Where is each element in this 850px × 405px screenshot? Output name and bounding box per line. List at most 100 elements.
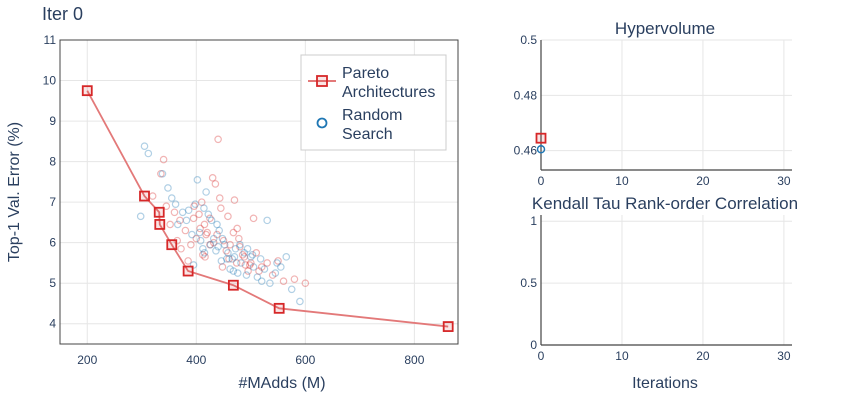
pareto-front-point bbox=[153, 206, 165, 218]
random-search-point bbox=[199, 244, 207, 253]
random-search-point bbox=[230, 253, 239, 261]
pareto-front-point bbox=[442, 321, 454, 332]
main-y-ticks: 4 5 6 7 8 9 10 11 bbox=[43, 33, 57, 331]
pareto-front-point bbox=[139, 190, 150, 202]
pareto-front-point bbox=[273, 302, 285, 314]
random-search-point bbox=[173, 220, 182, 229]
kendall-tau-x-tick-label: 0 bbox=[538, 349, 545, 363]
pareto-candidate-point bbox=[217, 204, 225, 213]
pareto-candidate-point bbox=[255, 267, 263, 275]
pareto-candidate-point bbox=[218, 263, 227, 271]
main-x-tick-label: 600 bbox=[295, 353, 315, 367]
hypervolume-title: Hypervolume bbox=[615, 19, 715, 38]
pareto-candidate-point bbox=[208, 174, 217, 182]
legend-pareto-label-line2: Architectures bbox=[342, 84, 435, 101]
pareto-candidate-point bbox=[157, 169, 165, 178]
kendall-tau-y-tick-label: 1 bbox=[530, 214, 537, 228]
main-y-tick-label: 4 bbox=[49, 317, 56, 331]
pareto-candidate-point bbox=[159, 155, 168, 164]
hypervolume-x-tick-label: 0 bbox=[538, 174, 545, 188]
random-search-point bbox=[202, 188, 210, 196]
pareto-candidate-point bbox=[200, 220, 209, 229]
pareto-candidate-point bbox=[195, 210, 203, 219]
pareto-candidate-point bbox=[190, 202, 198, 210]
pareto-candidate-point bbox=[219, 236, 228, 245]
pareto-candidate-point bbox=[229, 228, 238, 237]
random-search-point bbox=[218, 234, 227, 243]
main-y-tick-label: 6 bbox=[49, 236, 56, 250]
random-search-point bbox=[240, 249, 249, 257]
random-search-point bbox=[212, 246, 220, 255]
random-search-point bbox=[263, 216, 271, 225]
random-search-point bbox=[226, 265, 234, 273]
random-search-point bbox=[257, 277, 266, 285]
pareto-front-line bbox=[86, 90, 449, 328]
random-search-point bbox=[217, 257, 226, 265]
main-x-tick-label: 400 bbox=[186, 353, 206, 367]
pareto-candidate-point bbox=[202, 230, 210, 239]
random-search-point bbox=[231, 244, 240, 253]
random-search-point bbox=[204, 210, 213, 219]
random-search-point bbox=[193, 176, 202, 184]
pareto-candidate-point bbox=[213, 230, 221, 239]
random-search-point bbox=[140, 142, 149, 150]
pareto-candidate-point bbox=[232, 259, 241, 267]
random-search-point bbox=[249, 263, 258, 271]
random-search-point bbox=[282, 253, 291, 261]
random-search-point bbox=[200, 204, 208, 213]
pareto-candidate-point bbox=[238, 251, 247, 259]
random-search-point bbox=[171, 200, 180, 208]
kendall-tau-y-ticks: 00.51 bbox=[520, 214, 537, 352]
random-search-point bbox=[178, 208, 187, 217]
random-search-point bbox=[277, 263, 285, 271]
main-x-axis-label: #MAdds (M) bbox=[238, 375, 325, 392]
pareto-front-point bbox=[154, 219, 166, 230]
main-x-tick-label: 200 bbox=[77, 353, 97, 367]
pareto-candidate-point bbox=[189, 214, 198, 223]
random-search-point bbox=[191, 200, 200, 208]
main-plot-frame bbox=[59, 39, 459, 345]
iteration-title: Iter 0 bbox=[42, 4, 83, 24]
pareto-candidate-point bbox=[181, 226, 190, 235]
random-search-point bbox=[144, 149, 153, 158]
main-y-tick-label: 10 bbox=[43, 74, 57, 88]
pareto-candidate-point bbox=[199, 251, 207, 259]
kendall-tau-x-tick-label: 20 bbox=[696, 349, 710, 363]
random-search-point bbox=[200, 249, 209, 257]
main-x-ticks: 200 400 600 800 bbox=[77, 353, 424, 367]
main-y-tick-label: 7 bbox=[49, 195, 56, 209]
pareto-candidate-point bbox=[301, 279, 310, 288]
pareto-scatter-chart: 200 400 600 800 4 5 6 7 8 9 10 11 #MAdds (M) Top-1… bbox=[6, 33, 459, 392]
pareto-candidate-point bbox=[211, 180, 220, 188]
random-search-point bbox=[213, 220, 221, 229]
random-search-point bbox=[247, 253, 255, 261]
random-search-point bbox=[229, 267, 238, 275]
pareto-candidate-point bbox=[244, 267, 252, 275]
random-search-point bbox=[167, 194, 176, 202]
hypervolume-marks bbox=[535, 132, 547, 154]
pareto-candidate-point bbox=[215, 194, 224, 202]
pareto-candidate-point bbox=[235, 234, 243, 243]
random-search-point bbox=[184, 206, 193, 215]
pareto-candidate-point bbox=[241, 261, 250, 269]
pareto-candidate-point bbox=[257, 263, 266, 271]
legend-random-label-line2: Search bbox=[342, 126, 393, 143]
hypervolume-y-tick-label: 0.5 bbox=[520, 33, 537, 47]
kendall-tau-chart: Kendall Tau Rank-order Correlation 0 10 20… bbox=[520, 194, 798, 392]
main-y-tick-label: 8 bbox=[49, 155, 56, 169]
pareto-candidate-point bbox=[209, 238, 218, 247]
random-search-point bbox=[209, 234, 218, 243]
random-search-point bbox=[228, 255, 237, 263]
random-search-point bbox=[296, 297, 304, 306]
legend-pareto-label-line1: Pareto bbox=[342, 65, 389, 82]
kendall-tau-x-tick-label: 30 bbox=[777, 349, 791, 363]
main-y-tick-label: 9 bbox=[49, 114, 56, 128]
random-search-point bbox=[188, 230, 196, 239]
pareto-candidate-point bbox=[222, 246, 231, 255]
main-y-axis-label: Top-1 Val. Error (%) bbox=[6, 122, 23, 262]
random-search-point bbox=[248, 251, 257, 259]
random-search-point bbox=[253, 273, 262, 281]
pareto-candidate-point bbox=[203, 228, 212, 237]
pareto-candidate-point bbox=[214, 135, 222, 144]
